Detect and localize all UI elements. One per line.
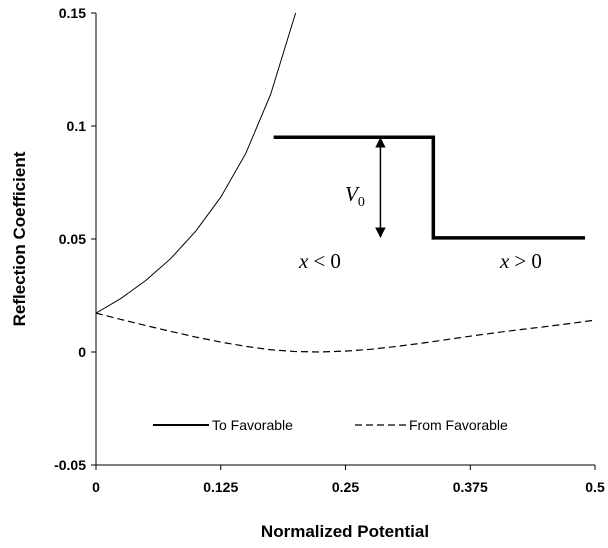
- legend-label-from-favorable: From Favorable: [409, 417, 508, 433]
- y-tick-label: 0: [78, 344, 86, 360]
- right-region-label: x > 0: [499, 249, 542, 273]
- x-tick-label: 0.25: [332, 479, 359, 495]
- y-axis-title: Reflection Coefficient: [10, 151, 29, 326]
- x-axis-title: Normalized Potential: [261, 522, 429, 541]
- y-tick-label: 0.15: [59, 5, 86, 21]
- x-tick-label: 0.125: [203, 479, 238, 495]
- x-tick-label: 0.5: [585, 479, 605, 495]
- y-tick-label: 0.1: [67, 118, 87, 134]
- y-tick-label: -0.05: [54, 457, 86, 473]
- y-ticks: -0.05 0 0.05 0.1 0.15: [54, 5, 96, 473]
- legend-label-to-favorable: To Favorable: [212, 417, 293, 433]
- x-tick-label: 0.375: [453, 479, 488, 495]
- left-region-label: x < 0: [298, 249, 341, 273]
- x-ticks: 0 0.125 0.25 0.375 0.5: [92, 465, 605, 495]
- x-tick-label: 0: [92, 479, 100, 495]
- y-tick-label: 0.05: [59, 231, 86, 247]
